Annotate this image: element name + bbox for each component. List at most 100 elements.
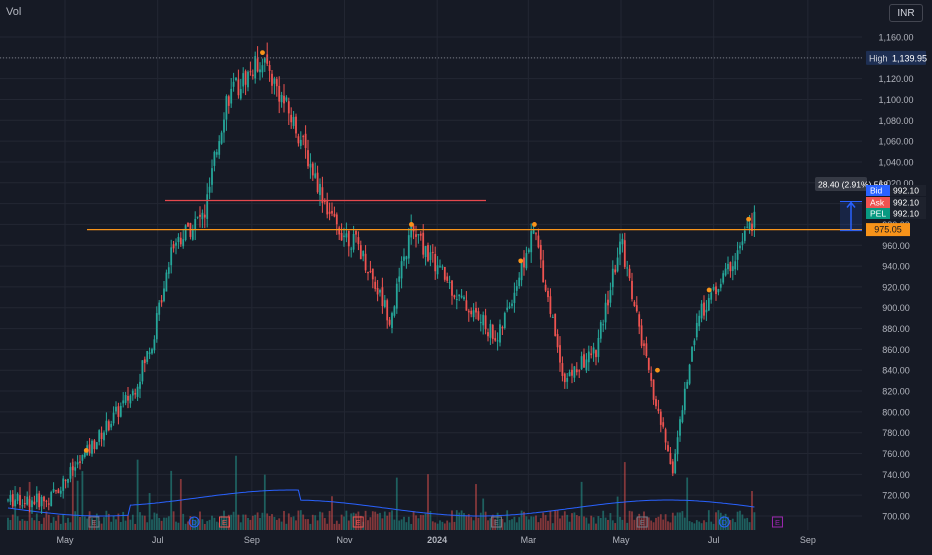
volume-bar (316, 520, 319, 530)
candle-body (479, 322, 482, 324)
event-marker[interactable]: E (88, 516, 100, 528)
candle (256, 46, 259, 73)
candle-body (141, 360, 144, 382)
event-marker[interactable]: E (771, 516, 783, 528)
price-tag-bg (866, 223, 910, 237)
pivot-dot (260, 50, 265, 56)
candle-body (345, 233, 348, 238)
currency-selector[interactable]: INR (889, 4, 923, 22)
candle-body (143, 359, 146, 364)
candle (751, 212, 753, 236)
candle-body (470, 310, 473, 315)
candle (463, 295, 465, 301)
candle-body (175, 242, 177, 246)
candle (383, 295, 386, 309)
dividend-icon (188, 516, 200, 528)
candle-body (705, 309, 708, 313)
candle (220, 130, 223, 145)
candle (691, 346, 693, 362)
candle (739, 242, 741, 254)
candle-body (9, 494, 12, 502)
candle (335, 212, 338, 235)
candle (506, 299, 509, 313)
volume-bar (304, 519, 307, 530)
candle-body (585, 359, 588, 371)
candle (734, 253, 737, 275)
event-marker[interactable]: E (636, 516, 648, 528)
candle (67, 478, 69, 488)
volume-bar (141, 515, 144, 530)
event-marker[interactable]: E (219, 516, 231, 528)
candle-body (643, 343, 645, 346)
candle (395, 278, 398, 314)
candle-body (367, 271, 369, 274)
candle (230, 78, 233, 108)
pel-value-bg (890, 208, 926, 219)
volume-bar (227, 514, 230, 530)
candle (424, 245, 427, 266)
volume-bar (155, 513, 158, 530)
candle-body (247, 71, 249, 88)
volume-bar (364, 510, 367, 530)
candle-body (107, 421, 110, 431)
volume-bar (71, 462, 74, 530)
candle-body (155, 313, 158, 340)
volume-bar (427, 474, 429, 530)
candle (573, 365, 576, 383)
candle-body (297, 136, 300, 144)
event-marker[interactable]: E (352, 516, 364, 528)
volume-bar (323, 518, 326, 530)
event-marker-letter: E (494, 518, 499, 527)
candle-body (715, 286, 717, 295)
candle (146, 350, 149, 365)
volume-bar (105, 510, 108, 530)
candle-body (131, 390, 134, 396)
candle-body (321, 187, 324, 203)
candle (292, 111, 295, 129)
volume-bar (295, 520, 297, 530)
volume-bar (412, 511, 415, 530)
candle (602, 319, 605, 333)
y-tick-label: 900.00 (882, 303, 910, 313)
candle-body (405, 256, 408, 260)
volume-bar (554, 510, 557, 530)
candle-body (427, 245, 429, 261)
candle-body (436, 265, 439, 275)
candle (482, 311, 485, 335)
candle-body (199, 214, 201, 217)
volume-bar (371, 511, 374, 530)
candle-body (628, 268, 631, 279)
candle (568, 369, 571, 377)
candle-body (119, 405, 122, 417)
candle-body (508, 306, 511, 308)
event-marker[interactable]: D (718, 516, 730, 528)
volume-indicator-label[interactable]: Vol (6, 6, 22, 18)
volume-bar (611, 520, 614, 530)
volume-bar (549, 511, 552, 530)
y-tick-label: 820.00 (882, 387, 910, 397)
volume-bar (465, 515, 468, 530)
measure-label-bg (815, 177, 867, 191)
candle-body (599, 322, 602, 339)
candle-body (218, 141, 221, 155)
event-marker[interactable]: E (490, 516, 502, 528)
candle-body (417, 234, 420, 236)
volume-bar (199, 511, 201, 530)
volume-bar (69, 522, 72, 530)
candle-body (688, 364, 691, 384)
candle-body (103, 432, 105, 441)
event-marker[interactable]: D (188, 516, 200, 528)
volume-bar (691, 522, 693, 530)
candle-body (700, 303, 703, 319)
bid-label: Bid 992.10 (866, 185, 926, 196)
volume-bar (547, 520, 549, 530)
volume-bar (129, 519, 132, 530)
candle (595, 349, 597, 366)
price-tag: 975.05 (866, 223, 910, 237)
candle (496, 332, 499, 351)
candle (290, 107, 293, 129)
candle-body (693, 340, 696, 346)
volume-bar (602, 510, 605, 530)
